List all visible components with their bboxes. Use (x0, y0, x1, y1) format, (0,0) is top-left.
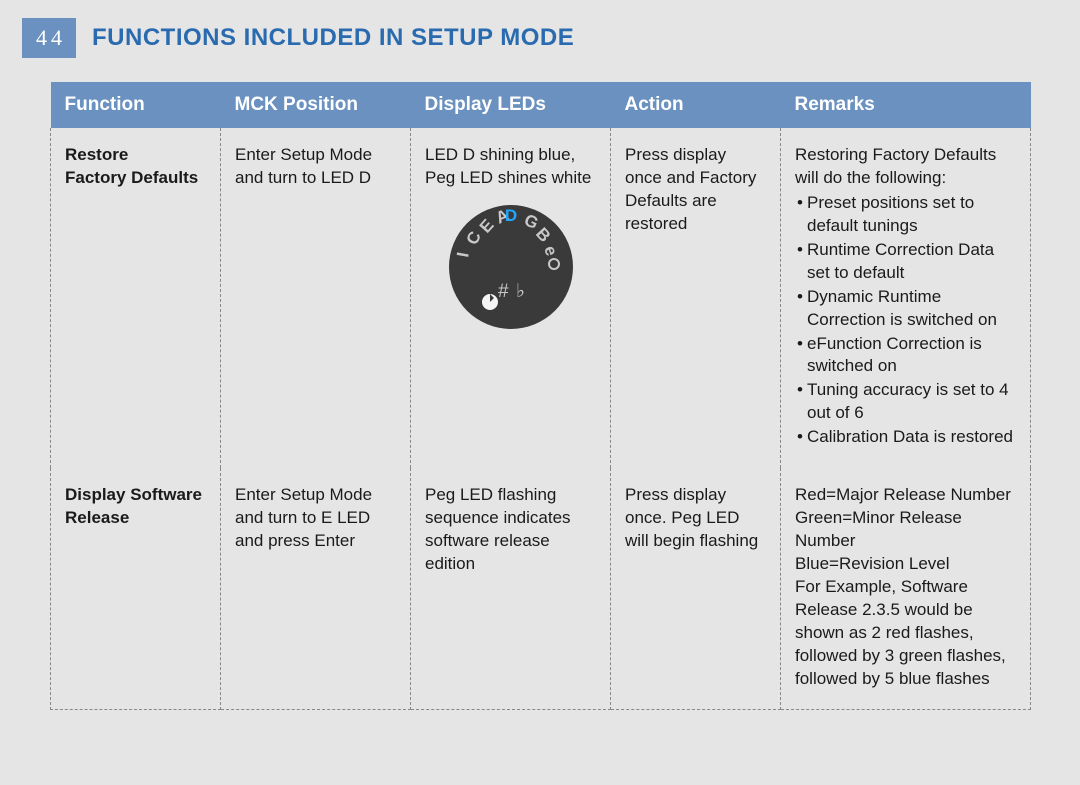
dial-letter-D: D (504, 206, 516, 225)
page-number-badge: 44 (22, 18, 76, 58)
list-item: Runtime Correction Data set to default (795, 239, 1016, 285)
table-row: Display Software Release Enter Setup Mod… (51, 468, 1031, 709)
dial-white-dot (482, 294, 498, 310)
remarks-line: Green=Minor Release Number (795, 507, 1016, 553)
list-item: Calibration Data is restored (795, 426, 1016, 449)
col-header-mck: MCK Position (221, 82, 411, 128)
page-title: FUNCTIONS INCLUDED IN SETUP MODE (92, 24, 574, 52)
mck-dial-graphic: E A D G B e I C # (425, 202, 596, 332)
cell-mck: Enter Setup Mode and turn to LED D (221, 128, 411, 468)
col-header-remarks: Remarks (781, 82, 1031, 128)
cell-function: Display Software Release (51, 468, 221, 709)
setup-functions-table: Function MCK Position Display LEDs Actio… (50, 82, 1031, 710)
cell-remarks: Restoring Factory Defaults will do the f… (781, 128, 1031, 468)
dial-icon: E A D G B e I C # (446, 202, 576, 332)
leds-text: LED D shining blue, Peg LED shines white (425, 144, 596, 190)
table-row: Restore Factory Defaults Enter Setup Mod… (51, 128, 1031, 468)
cell-action: Press display once. Peg LED will begin f… (611, 468, 781, 709)
cell-remarks: Red=Major Release Number Green=Minor Rel… (781, 468, 1031, 709)
cell-leds: LED D shining blue, Peg LED shines white… (411, 128, 611, 468)
page-header: 44 FUNCTIONS INCLUDED IN SETUP MODE (0, 0, 1080, 82)
dial-flat: ♭ (516, 281, 525, 302)
list-item: Preset positions set to default tunings (795, 192, 1016, 238)
function-line1: Restore (65, 145, 128, 164)
dial-sharp: # (498, 281, 509, 302)
cell-function: Restore Factory Defaults (51, 128, 221, 468)
list-item: eFunction Correction is switched on (795, 333, 1016, 379)
col-header-function: Function (51, 82, 221, 128)
function-line2: Release (65, 508, 129, 527)
col-header-action: Action (611, 82, 781, 128)
remarks-line: Blue=Revision Level (795, 553, 1016, 576)
function-line2: Factory Defaults (65, 168, 198, 187)
function-line1: Display Software (65, 485, 202, 504)
manual-page: 44 FUNCTIONS INCLUDED IN SETUP MODE Func… (0, 0, 1080, 785)
cell-action: Press display once and Factory Defaults … (611, 128, 781, 468)
col-header-leds: Display LEDs (411, 82, 611, 128)
list-item: Dynamic Runtime Correction is switched o… (795, 286, 1016, 332)
remarks-line: For Example, Software Release 2.3.5 woul… (795, 576, 1016, 691)
cell-leds: Peg LED flashing sequence indicates soft… (411, 468, 611, 709)
cell-mck: Enter Setup Mode and turn to E LED and p… (221, 468, 411, 709)
list-item: Tuning accuracy is set to 4 out of 6 (795, 379, 1016, 425)
remarks-line: Red=Major Release Number (795, 484, 1016, 507)
remarks-intro: Restoring Factory Defaults will do the f… (795, 144, 1016, 190)
table-header-row: Function MCK Position Display LEDs Actio… (51, 82, 1031, 128)
remarks-list: Preset positions set to default tunings … (795, 192, 1016, 449)
